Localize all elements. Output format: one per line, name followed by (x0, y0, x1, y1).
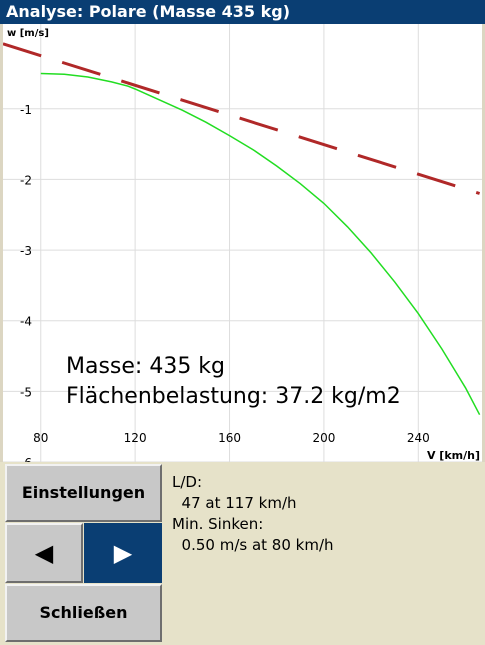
y-tick-label: -6 (20, 456, 32, 462)
y-axis-label: w [m/s] (7, 28, 49, 39)
min-sink-label: Min. Sinken: (172, 515, 264, 533)
ld-value: 47 at 117 km/h (181, 494, 297, 512)
x-tick-label: 80 (33, 431, 48, 445)
bottom-panel: Einstellungen ◀ ▶ Schließen L/D: 47 at 1… (0, 462, 485, 645)
x-tick-label: 200 (312, 431, 335, 445)
y-tick-label: -3 (20, 244, 32, 258)
y-tick-label: -4 (20, 315, 32, 329)
min-sink-value: 0.50 m/s at 80 km/h (181, 536, 334, 554)
settings-button[interactable]: Einstellungen (5, 464, 162, 522)
x-tick-label: 120 (124, 431, 147, 445)
polar-chart: 80 120 160 200 240 -1 -2 -3 -4 -5 -6 w [m/s] V [km/h… (0, 24, 485, 462)
wing-loading-label: Flächenbelastung: 37.2 kg/m2 (66, 384, 401, 409)
polar-info: L/D: 47 at 117 km/h Min. Sinken: 0.50 m/… (172, 472, 334, 556)
ld-label: L/D: (172, 473, 203, 491)
mass-label: Masse: 435 kg (66, 354, 226, 379)
tangent-line (3, 42, 481, 195)
y-tick-label: -2 (20, 173, 32, 187)
polar-chart-svg: 80 120 160 200 240 -1 -2 -3 -4 -5 -6 w [m/s] V [km/h… (3, 24, 482, 462)
x-axis-label: V [km/h] (427, 449, 480, 462)
x-tick-label: 240 (407, 431, 430, 445)
x-tick-label: 160 (218, 431, 241, 445)
y-tick-label: -1 (20, 103, 32, 117)
next-button[interactable]: ▶ (84, 523, 162, 583)
window-title: Analyse: Polare (Masse 435 kg) (0, 0, 485, 24)
prev-button[interactable]: ◀ (5, 523, 83, 583)
close-button[interactable]: Schließen (5, 584, 162, 642)
polar-curve (40, 72, 481, 416)
y-tick-label: -5 (20, 385, 32, 399)
